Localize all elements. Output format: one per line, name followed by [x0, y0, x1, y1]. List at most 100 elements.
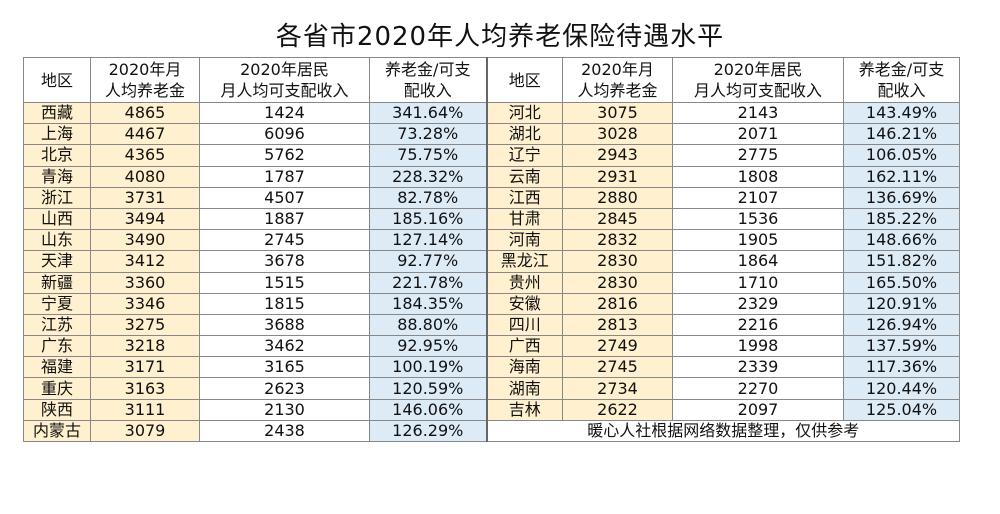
income-cell: 1808: [672, 165, 844, 188]
income-cell: 3678: [199, 250, 370, 273]
ratio-cell: 127.14%: [369, 229, 487, 252]
ratio-cell: 82.78%: [369, 186, 487, 209]
header-ratio-right: 养老金/可支 配收入: [843, 57, 960, 103]
region-cell: 四川: [485, 313, 563, 337]
income-cell: 2130: [199, 398, 370, 421]
income-cell: 2270: [672, 377, 844, 400]
income-cell: 2745: [199, 229, 370, 252]
header-pension-right: 2020年月 人均养老金: [562, 57, 673, 103]
pension-cell: 2830: [562, 271, 673, 294]
ratio-cell: 126.29%: [369, 419, 487, 443]
region-cell: 江西: [485, 186, 563, 209]
ratio-cell: 136.69%: [843, 186, 960, 209]
income-cell: 3688: [199, 313, 370, 337]
header-region-right: 地区: [485, 57, 563, 103]
table-row: 新疆 3360 1515 221.78% 贵州 2830 1710 165.50%: [23, 271, 960, 294]
pension-cell: 3111: [90, 398, 200, 421]
region-cell: 重庆: [23, 377, 91, 400]
pension-cell: 3412: [90, 250, 200, 273]
region-cell: 湖北: [485, 123, 563, 146]
region-cell: 上海: [23, 123, 91, 146]
table-row: 重庆 3163 2623 120.59% 湖南 2734 2270 120.44%: [23, 377, 960, 400]
region-cell: 黑龙江: [485, 250, 563, 273]
pension-cell: 4365: [90, 144, 200, 167]
region-cell: 贵州: [485, 271, 563, 294]
income-cell: 1864: [672, 250, 844, 273]
pension-cell: 2622: [562, 398, 673, 421]
table-row: 浙江 3731 4507 82.78% 江西 2880 2107 136.69%: [23, 186, 960, 209]
region-cell: 云南: [485, 165, 563, 188]
pension-cell: 2830: [562, 250, 673, 273]
ratio-cell: 228.32%: [369, 165, 487, 188]
table-row: 宁夏 3346 1815 184.35% 安徽 2816 2329 120.91%: [23, 292, 960, 315]
pension-cell: 2880: [562, 186, 673, 209]
pension-cell: 2943: [562, 144, 673, 167]
pension-cell: 2745: [562, 356, 673, 379]
region-cell: 福建: [23, 356, 91, 379]
pension-cell: 3079: [90, 419, 200, 443]
region-cell: 山西: [23, 207, 91, 231]
ratio-cell: 126.94%: [843, 313, 960, 337]
header-row: 地区 2020年月 人均养老金 2020年居民 月人均可支配收入 养老金/可支 配收入…: [23, 57, 960, 103]
pension-cell: 4865: [90, 101, 200, 125]
pension-cell: 2749: [562, 335, 673, 358]
income-cell: 2329: [672, 292, 844, 315]
region-cell: 河北: [485, 101, 563, 125]
ratio-cell: 125.04%: [843, 398, 960, 421]
region-cell: 甘肃: [485, 207, 563, 231]
region-cell: 广东: [23, 335, 91, 358]
ratio-cell: 151.82%: [843, 250, 960, 273]
region-cell: 内蒙古: [23, 419, 91, 443]
table-row: 福建 3171 3165 100.19% 海南 2745 2339 117.36%: [23, 356, 960, 379]
pension-cell: 3490: [90, 229, 200, 252]
income-cell: 1905: [672, 229, 844, 252]
pension-cell: 3494: [90, 207, 200, 231]
table-row: 广东 3218 3462 92.95% 广西 2749 1998 137.59%: [23, 335, 960, 358]
header-region: 地区: [23, 57, 91, 103]
ratio-cell: 106.05%: [843, 144, 960, 167]
region-cell: 江苏: [23, 313, 91, 337]
region-cell: 安徽: [485, 292, 563, 315]
income-cell: 4507: [199, 186, 370, 209]
table-row: 青海 4080 1787 228.32% 云南 2931 1808 162.11%: [23, 165, 960, 188]
ratio-cell: 120.59%: [369, 377, 487, 400]
pension-cell: 2832: [562, 229, 673, 252]
income-cell: 1815: [199, 292, 370, 315]
income-cell: 5762: [199, 144, 370, 167]
region-cell: 山东: [23, 229, 91, 252]
table-row: 山东 3490 2745 127.14% 河南 2832 1905 148.66%: [23, 229, 960, 252]
region-cell: 新疆: [23, 271, 91, 294]
income-cell: 1515: [199, 271, 370, 294]
pension-cell: 3346: [90, 292, 200, 315]
pension-cell: 4467: [90, 123, 200, 146]
region-cell: 陕西: [23, 398, 91, 421]
pension-cell: 3218: [90, 335, 200, 358]
table-row: 内蒙古 3079 2438 126.29% 暖心人社根据网络数据整理，仅供参考: [23, 419, 960, 443]
pension-table: 地区 2020年月 人均养老金 2020年居民 月人均可支配收入 养老金/可支 配收入…: [23, 57, 960, 443]
region-cell: 青海: [23, 165, 91, 188]
pension-cell: 4080: [90, 165, 200, 188]
income-cell: 1787: [199, 165, 370, 188]
pension-cell: 3731: [90, 186, 200, 209]
ratio-cell: 165.50%: [843, 271, 960, 294]
ratio-cell: 143.49%: [843, 101, 960, 125]
income-cell: 2775: [672, 144, 844, 167]
pension-cell: 3075: [562, 101, 673, 125]
ratio-cell: 341.64%: [369, 101, 487, 125]
ratio-cell: 221.78%: [369, 271, 487, 294]
region-cell: 浙江: [23, 186, 91, 209]
income-cell: 1998: [672, 335, 844, 358]
income-cell: 1887: [199, 207, 370, 231]
region-cell: 天津: [23, 250, 91, 273]
ratio-cell: 137.59%: [843, 335, 960, 358]
income-cell: 2623: [199, 377, 370, 400]
header-ratio: 养老金/可支 配收入: [369, 57, 487, 103]
income-cell: 2438: [199, 419, 370, 443]
income-cell: 1710: [672, 271, 844, 294]
ratio-cell: 185.16%: [369, 207, 487, 231]
ratio-cell: 117.36%: [843, 356, 960, 379]
ratio-cell: 146.21%: [843, 123, 960, 146]
pension-cell: 2931: [562, 165, 673, 188]
ratio-cell: 100.19%: [369, 356, 487, 379]
region-cell: 河南: [485, 229, 563, 252]
